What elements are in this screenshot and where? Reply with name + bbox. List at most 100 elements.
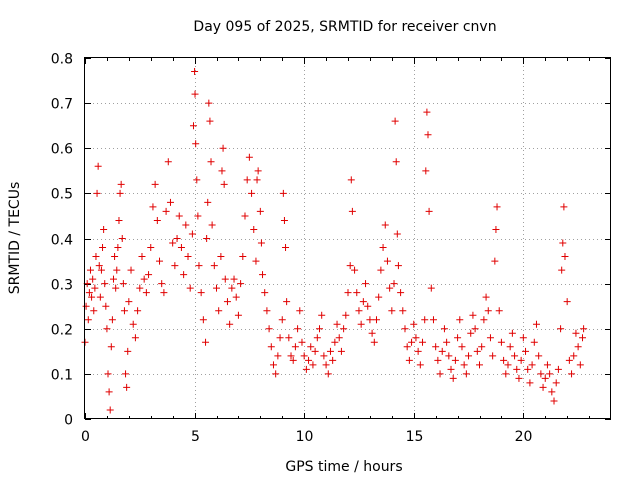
data-point [228, 284, 236, 292]
data-point [97, 266, 105, 274]
data-point [445, 352, 453, 360]
data-point [528, 361, 536, 369]
data-point [112, 284, 120, 292]
data-point [493, 203, 501, 211]
data-point [237, 280, 245, 288]
data-point [423, 108, 431, 116]
data-point [123, 383, 131, 391]
data-point [532, 320, 540, 328]
data-point [109, 275, 117, 283]
data-point [195, 262, 203, 270]
data-point [561, 253, 569, 261]
data-point [116, 189, 124, 197]
data-point [84, 316, 92, 324]
data-point [103, 325, 111, 333]
data-point [348, 207, 356, 215]
data-point [245, 153, 253, 161]
data-point [282, 244, 290, 252]
data-point [580, 325, 588, 333]
data-point [289, 356, 297, 364]
data-point [359, 298, 367, 306]
data-point [217, 253, 225, 261]
data-point [541, 374, 549, 382]
data-point [355, 307, 363, 315]
data-point [269, 361, 277, 369]
data-point [193, 176, 201, 184]
data-point [136, 284, 144, 292]
data-point [302, 365, 310, 373]
data-point [291, 343, 299, 351]
data-point [307, 343, 315, 351]
data-point [102, 302, 110, 310]
data-point [570, 352, 578, 360]
data-point [412, 334, 420, 342]
data-point [422, 167, 430, 175]
data-point [206, 117, 214, 125]
data-point [202, 338, 210, 346]
data-point [127, 266, 135, 274]
data-point [191, 68, 199, 76]
data-point [508, 329, 516, 337]
data-point [458, 343, 466, 351]
data-point [346, 262, 354, 270]
y-tick-label: 0.4 [51, 233, 73, 249]
data-point [425, 207, 433, 215]
data-point [280, 216, 288, 224]
data-point [189, 122, 197, 130]
data-point [219, 144, 227, 152]
data-point [88, 293, 96, 301]
data-point [456, 316, 464, 324]
data-point [184, 253, 192, 261]
data-point [381, 221, 389, 229]
data-point [416, 361, 424, 369]
data-point [447, 365, 455, 373]
data-point [120, 307, 128, 315]
data-point [537, 370, 545, 378]
data-point [300, 352, 308, 360]
data-point [298, 338, 306, 346]
axis-ticks: 0 0.1 0.2 0.3 0.4 0.5 0.6 0.7 0.8 0 5 10 15 20 [51, 52, 611, 445]
data-point [331, 338, 339, 346]
x-tick-label: 20 [515, 429, 533, 445]
data-point [215, 307, 223, 315]
data-point [250, 225, 258, 233]
data-point [138, 253, 146, 261]
data-point [234, 311, 242, 319]
y-tick-label: 0.7 [51, 97, 73, 113]
data-point [579, 334, 587, 342]
data-point [115, 216, 123, 224]
data-point [504, 361, 512, 369]
y-tick-label: 0.1 [51, 368, 73, 384]
data-point [117, 180, 125, 188]
data-point [241, 212, 249, 220]
y-tick-label: 0.2 [51, 323, 73, 339]
data-point [388, 307, 396, 315]
data-point [124, 347, 132, 355]
data-point [173, 235, 181, 242]
data-point [263, 307, 271, 315]
data-point [252, 257, 260, 265]
data-point [427, 284, 435, 292]
data-point [192, 140, 200, 148]
data-point [366, 316, 374, 324]
data-point [221, 275, 229, 283]
data-point [188, 230, 196, 238]
x-axis-label: GPS time / hours [285, 459, 402, 475]
data-point [149, 203, 157, 211]
data-point [405, 356, 413, 364]
data-point [449, 374, 457, 382]
data-point [414, 347, 422, 355]
data-point [261, 289, 269, 297]
data-point [467, 329, 475, 337]
data-point [111, 253, 119, 261]
data-point [497, 338, 505, 346]
data-point [563, 298, 571, 306]
data-point [401, 325, 409, 333]
x-tick-label: 10 [296, 429, 314, 445]
data-point [274, 352, 282, 360]
data-point [175, 212, 183, 220]
data-point [574, 343, 582, 351]
data-point [125, 298, 133, 306]
data-point [480, 316, 488, 324]
data-point [162, 207, 170, 215]
